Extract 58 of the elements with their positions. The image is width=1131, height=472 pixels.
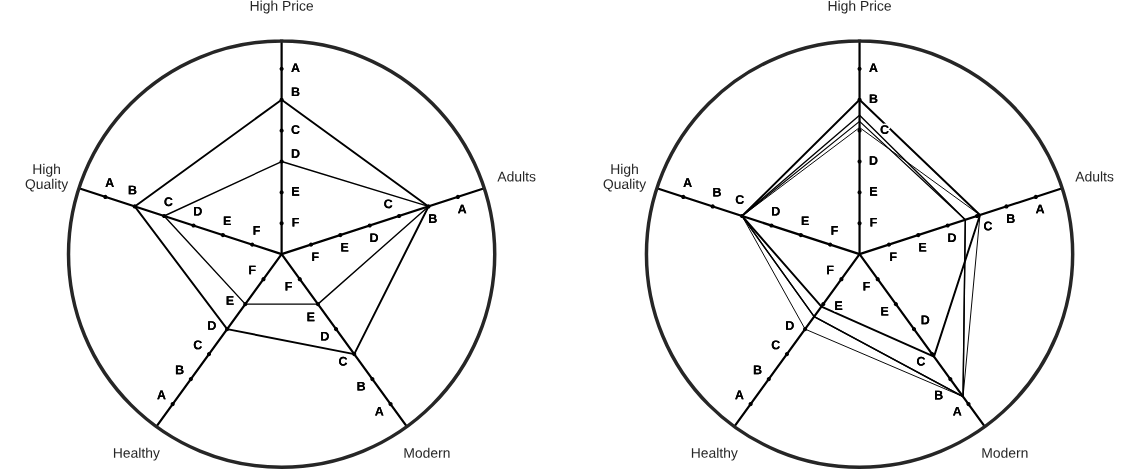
text: A bbox=[105, 178, 114, 187]
text: B bbox=[935, 390, 943, 400]
text: B bbox=[869, 94, 878, 103]
text: F bbox=[870, 217, 877, 227]
text: A bbox=[375, 406, 384, 416]
text: B bbox=[429, 214, 437, 223]
text: D bbox=[948, 233, 956, 242]
text: E bbox=[223, 216, 231, 226]
spoke-label: High Quality bbox=[25, 163, 69, 192]
text: E bbox=[226, 296, 234, 305]
text: C bbox=[735, 195, 744, 204]
text: A bbox=[953, 406, 962, 416]
text: E bbox=[835, 301, 843, 310]
text: D bbox=[869, 156, 878, 165]
text: C bbox=[164, 197, 173, 207]
text: B bbox=[1007, 214, 1015, 223]
text: E bbox=[292, 187, 300, 196]
text: A bbox=[683, 178, 692, 187]
spoke-label: Adults bbox=[497, 171, 536, 182]
spoke-label: Adults bbox=[1075, 171, 1114, 182]
text: C bbox=[291, 125, 300, 134]
text: A bbox=[869, 63, 878, 73]
spoke-label: High Price bbox=[250, 0, 314, 14]
text: A bbox=[1035, 204, 1045, 214]
spoke-label: Healthy bbox=[113, 447, 160, 461]
text: F bbox=[827, 265, 834, 275]
spoke-label: Healthy bbox=[691, 447, 738, 461]
text: C bbox=[916, 356, 926, 366]
text: F bbox=[831, 226, 838, 235]
text: B bbox=[291, 87, 300, 97]
text: E bbox=[307, 312, 315, 322]
text: F bbox=[253, 226, 260, 235]
text: C bbox=[384, 199, 393, 209]
spoke-label: Modern bbox=[982, 447, 1028, 458]
text: F bbox=[890, 252, 897, 262]
text: B bbox=[713, 187, 721, 197]
text: A bbox=[457, 204, 467, 214]
text: E bbox=[919, 242, 927, 252]
text: D bbox=[208, 321, 216, 330]
text: C bbox=[983, 221, 993, 231]
text: B bbox=[128, 185, 137, 195]
spoke-label: High Price bbox=[828, 0, 891, 14]
text: F bbox=[312, 252, 319, 262]
text: F bbox=[249, 265, 256, 275]
text: B bbox=[175, 365, 184, 375]
spoke-label: High Quality bbox=[603, 163, 647, 192]
text: D bbox=[786, 321, 794, 330]
text: D bbox=[291, 149, 300, 158]
text: C bbox=[880, 125, 889, 134]
text: D bbox=[772, 206, 780, 216]
text: C bbox=[339, 356, 348, 366]
text: E bbox=[801, 216, 809, 226]
spoke-label: Modern bbox=[404, 447, 450, 458]
text: E bbox=[870, 187, 878, 196]
text: D bbox=[370, 233, 379, 242]
text: A bbox=[291, 63, 300, 73]
text: D bbox=[194, 206, 202, 216]
text: F bbox=[292, 217, 299, 227]
